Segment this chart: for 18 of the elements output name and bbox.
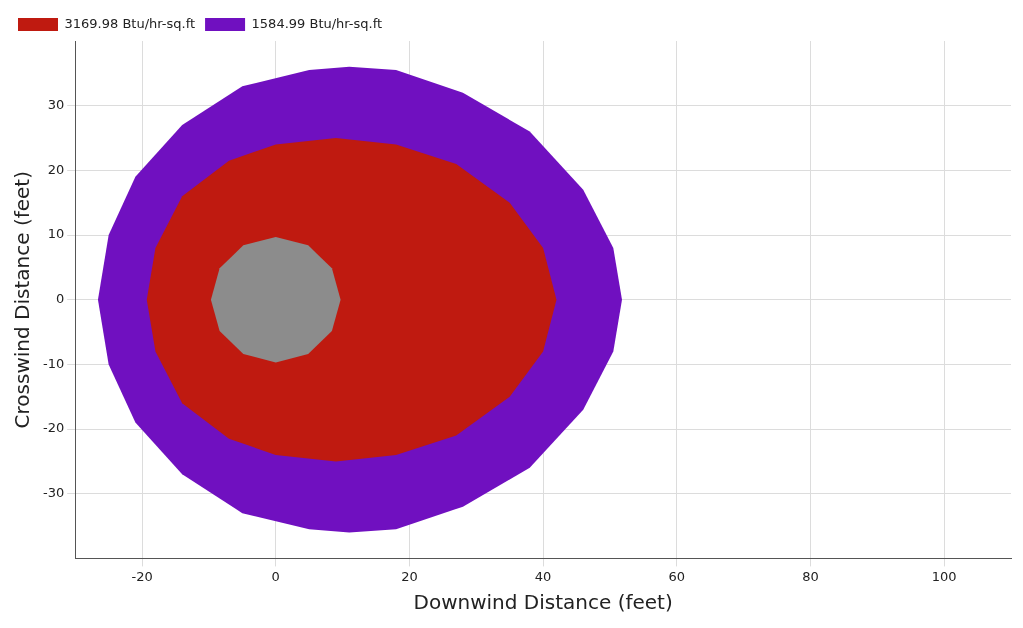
x-tick-label: 40 — [534, 568, 552, 584]
x-tick-label: -20 — [131, 568, 153, 584]
y-tick-label: 10 — [47, 226, 65, 242]
x-tick-label: 0 — [271, 568, 280, 584]
x-tick-label: 100 — [931, 568, 957, 584]
y-tick-label: 0 — [55, 291, 65, 307]
legend-label: 3169.98 Btu/hr-sq.ft — [64, 15, 196, 31]
y-tick-label: 20 — [47, 161, 65, 177]
y-tick-label: -20 — [43, 420, 65, 436]
legend-label: 1584.99 Btu/hr-sq.ft — [251, 15, 383, 31]
x-tick-label: 80 — [802, 568, 819, 584]
y-tick-label: 30 — [47, 97, 65, 113]
x-axis-title: Downwind Distance (feet) — [413, 590, 673, 615]
x-tick-label: 60 — [668, 568, 686, 584]
y-tick-label: -10 — [43, 355, 65, 371]
y-axis-title: Crosswind Distance (feet) — [10, 171, 35, 429]
y-tick-label: -30 — [43, 485, 65, 501]
x-tick-label: 20 — [401, 568, 418, 584]
